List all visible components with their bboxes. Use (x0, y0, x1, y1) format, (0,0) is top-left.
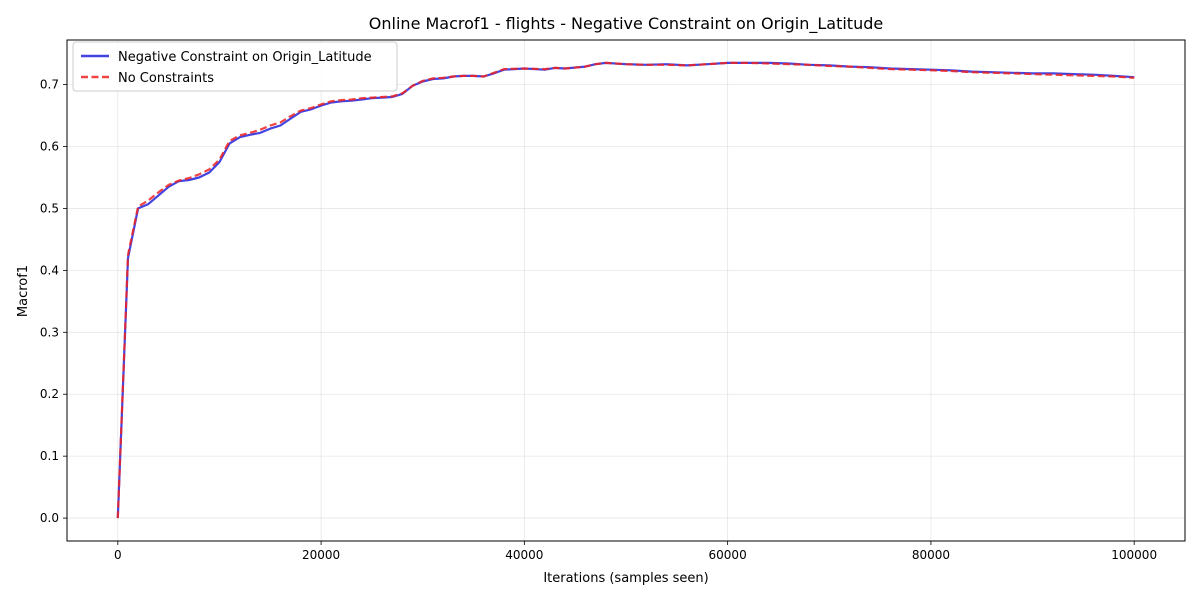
x-tick-label: 80000 (912, 548, 950, 562)
x-tick-label: 20000 (302, 548, 340, 562)
chart-title: Online Macrof1 - flights - Negative Cons… (369, 14, 883, 34)
grid-layer (67, 40, 1185, 541)
y-tick-label: 0.7 (40, 78, 59, 92)
y-axis-label: Macrof1 (16, 265, 31, 317)
y-tick-label: 0.3 (40, 325, 59, 339)
x-tick-label: 60000 (709, 548, 747, 562)
legend-box (72, 41, 398, 92)
y-tick-label: 0.5 (40, 201, 59, 215)
x-tick-label: 40000 (505, 548, 543, 562)
tick-layer: 0 20000 40000 60000 80000 100000 0.0 0.1 0.2 0.3 0… (40, 78, 1157, 562)
legend-label-negative-constraint: Negative Constraint on Origin_Latitude (118, 50, 372, 65)
legend-label-no-constraints: No Constraints (118, 71, 214, 86)
x-tick-label: 100000 (1111, 548, 1157, 562)
plot-frame (66, 39, 1186, 542)
series-line-no-constraints (116, 61, 1135, 519)
legend: Negative Constraint on Origin_Latitude N… (72, 41, 398, 92)
y-tick-label: 0.1 (40, 449, 59, 463)
series-layer (116, 61, 1135, 519)
y-tick-label: 0.6 (40, 140, 59, 154)
y-tick-label: 0.2 (40, 387, 59, 401)
y-tick-label: 0.4 (40, 263, 59, 277)
y-tick-label: 0.0 (40, 511, 59, 525)
x-axis-label: Iterations (samples seen) (543, 571, 708, 586)
x-tick-label: 0 (114, 548, 122, 562)
